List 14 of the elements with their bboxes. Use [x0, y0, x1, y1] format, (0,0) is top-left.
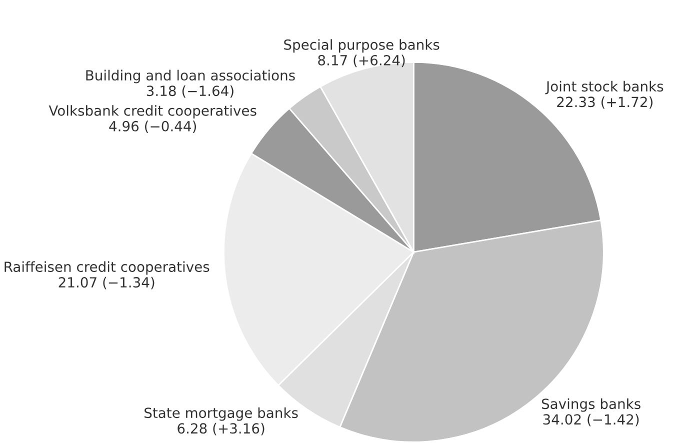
data-label: 22.33 (+1.72) [557, 96, 652, 109]
slice-label: Volksbank credit cooperatives [48, 105, 256, 119]
data-label: 4.96 (−0.44) [109, 120, 196, 134]
data-label: 21.07 (−1.34) [58, 276, 154, 290]
data-label: 34.02 (−1.42) [543, 414, 639, 426]
slice-label: Special purpose banks [284, 39, 440, 53]
slice-label: Raiffeisen credit cooperatives [4, 261, 210, 275]
slice-label: Joint stock banks [545, 80, 664, 94]
data-label: 3.18 (−1.64) [146, 85, 234, 98]
data-label: 6.28 (+3.16) [178, 422, 264, 436]
slice-label: State mortgage banks [144, 407, 298, 421]
data-label: 8.17 (+6.24) [318, 54, 405, 68]
slice-label: Savings banks [542, 398, 640, 412]
slice-label: Building and loan associations [86, 70, 295, 84]
